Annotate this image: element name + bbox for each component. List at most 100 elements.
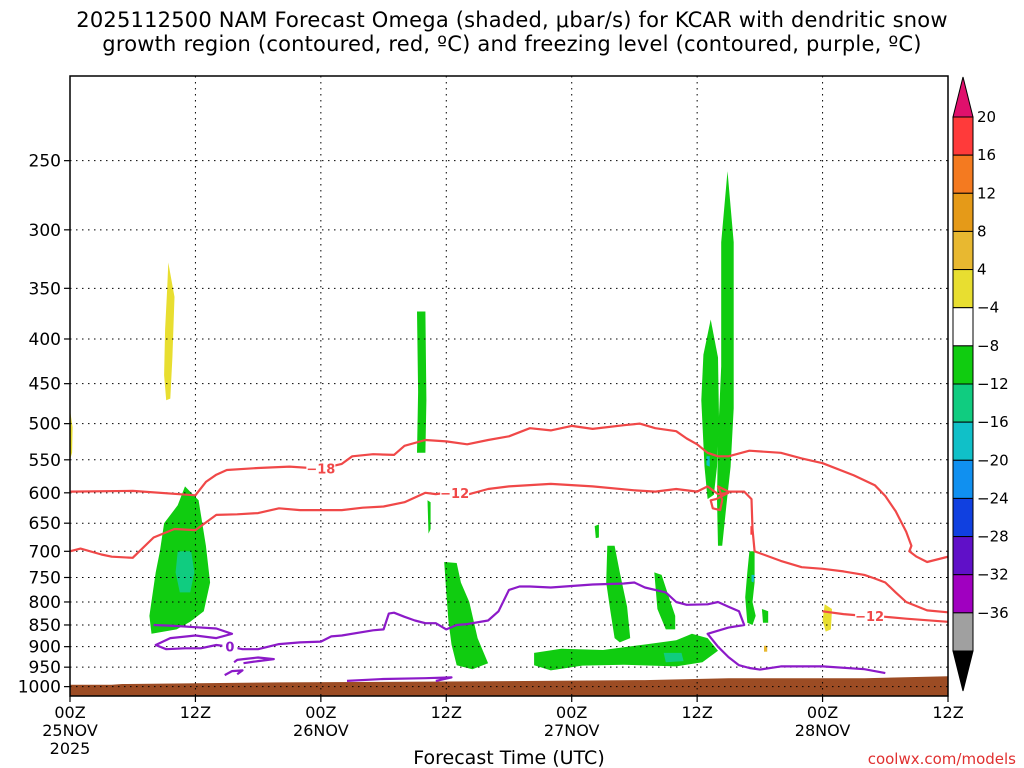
y-tick-label-450: 450	[29, 375, 61, 395]
y-tick-label-600: 600	[29, 484, 61, 504]
x-tick-label-24: 00Z	[305, 703, 336, 722]
colorbar-label-5: −4	[977, 299, 999, 317]
colorbar-label-4: 4	[977, 261, 987, 279]
x-tick-date-24: 26NOV	[293, 721, 349, 740]
plot-area	[70, 76, 948, 696]
y-tick-label-350: 350	[29, 279, 61, 299]
x-tick-label-36: 12Z	[431, 703, 462, 722]
chart-title-line-2: growth region (contoured, red, ºC) and f…	[102, 32, 922, 56]
x-tick-label-48: 00Z	[556, 703, 587, 722]
dgz-contour-0	[70, 422, 948, 564]
dgz-contour-label-2: −12	[855, 610, 884, 625]
omega-region-8	[594, 524, 599, 539]
freezing-contour-3	[346, 676, 453, 682]
omega-region-12	[663, 652, 684, 663]
freezing-contour-label-0-bg	[222, 639, 238, 654]
colorbar-swatch-5	[952, 307, 974, 347]
omega-region-19	[764, 645, 768, 652]
omega-region-13	[701, 319, 720, 500]
colorbar-label-0: 20	[977, 108, 996, 126]
y-tick-label-900: 900	[29, 638, 61, 658]
colorbar-label-1: 16	[977, 146, 996, 164]
y-tick-label-800: 800	[29, 593, 61, 613]
grid	[70, 76, 948, 696]
colorbar-top-arrow	[952, 76, 974, 118]
x-tick-year-0: 2025	[50, 739, 91, 758]
freezing-contour-0	[153, 581, 886, 675]
y-tick-label-400: 400	[29, 330, 61, 350]
colorbar-label-6: −8	[977, 337, 999, 355]
colorbar-bottom-arrow	[952, 650, 974, 692]
colorbar-label-9: −20	[977, 451, 1009, 469]
credit-text: coolwx.com/models	[868, 750, 1016, 768]
colorbar-label-7: −12	[977, 375, 1009, 393]
omega-region-4	[175, 551, 195, 593]
colorbar-swatch-0	[952, 116, 974, 156]
colorbar-swatch-3	[952, 230, 974, 271]
freezing-contour-label-0: 0	[225, 641, 234, 656]
omega-region-9	[606, 545, 631, 643]
omega-region-7	[444, 562, 489, 670]
omega-region-10	[654, 572, 676, 630]
omega-region-14	[717, 171, 734, 546]
dgz-contour-label-2-bg	[855, 608, 885, 623]
dgz-contour-label-1: −12	[440, 487, 469, 502]
colorbar: 20 16 12 8 4 −4 −8 −12 −16 −20 −24 −28 −32 −36	[952, 76, 1009, 692]
colorbar-label-13: −36	[977, 604, 1009, 622]
x-tick-date-48: 27NOV	[544, 721, 600, 740]
colorbar-label-3: 8	[977, 222, 987, 240]
omega-region-15	[706, 456, 710, 467]
colorbar-swatch-11	[952, 536, 974, 576]
y-tick-label-550: 550	[29, 451, 61, 471]
y-tick-label-500: 500	[29, 415, 61, 435]
omega-region-2	[822, 604, 832, 632]
dgz-contour-2	[822, 610, 948, 623]
y-tick-label-950: 950	[29, 658, 61, 678]
colorbar-swatch-12	[952, 574, 974, 614]
omega-region-0	[164, 262, 175, 401]
freezing-contour-1	[233, 656, 275, 665]
plot-frame	[69, 75, 949, 697]
colorbar-swatch-2	[952, 192, 974, 232]
x-tick-label-12: 12Z	[180, 703, 211, 722]
colorbar-swatch-6	[952, 345, 974, 385]
x-tick-date-0: 25NOV	[42, 721, 98, 740]
y-tick-label-1000: 1000	[18, 678, 61, 698]
x-tick-label-84: 12Z	[932, 703, 963, 722]
dgz-contour-label-0-bg	[306, 461, 336, 476]
x-tick-date-72: 28NOV	[795, 721, 851, 740]
terrain-fill	[70, 676, 948, 696]
colorbar-swatch-9	[952, 459, 974, 499]
y-tick-label-250: 250	[29, 152, 61, 172]
omega-region-5	[417, 311, 427, 453]
x-tick-label-72: 00Z	[807, 703, 838, 722]
omega-region-16	[745, 551, 756, 625]
colorbar-label-2: 12	[977, 184, 996, 202]
x-tick-label-0: 00Z	[54, 703, 85, 722]
colorbar-label-8: −16	[977, 413, 1009, 431]
colorbar-swatch-1	[952, 154, 974, 194]
colorbar-label-10: −24	[977, 489, 1009, 507]
freezing-contour-2	[224, 669, 244, 677]
colorbar-label-11: −28	[977, 528, 1009, 546]
y-tick-label-650: 650	[29, 514, 61, 534]
omega-region-17	[761, 609, 769, 623]
colorbar-label-12: −32	[977, 566, 1009, 584]
colorbar-swatch-13	[952, 612, 974, 652]
dgz-contour-label-1-bg	[440, 485, 470, 500]
dgz-contour-label-0: −18	[306, 463, 335, 478]
y-tick-label-850: 850	[29, 616, 61, 636]
omega-region-6	[427, 500, 431, 534]
x-axis-label: Forecast Time (UTC)	[413, 747, 604, 768]
omega-region-18	[751, 574, 755, 583]
colorbar-swatch-8	[952, 421, 974, 461]
dgz-contour-1	[70, 482, 948, 614]
chart-title-line-1: 2025112500 NAM Forecast Omega (shaded, μ…	[76, 8, 948, 32]
colorbar-swatch-10	[952, 497, 974, 538]
colorbar-swatch-4	[952, 269, 974, 309]
colorbar-swatch-7	[952, 383, 974, 423]
y-tick-label-300: 300	[29, 221, 61, 241]
x-tick-label-60: 12Z	[681, 703, 712, 722]
y-tick-label-750: 750	[29, 568, 61, 588]
